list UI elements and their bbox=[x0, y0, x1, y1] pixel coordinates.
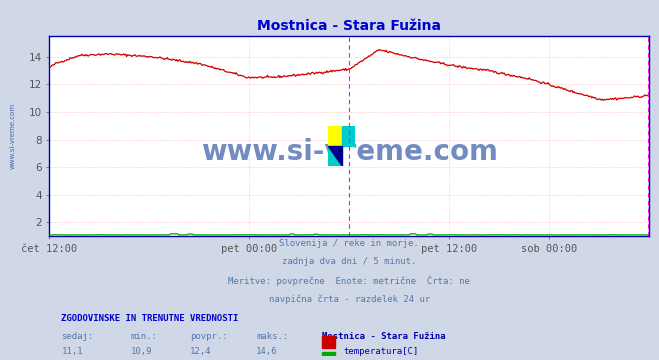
Text: maks.:: maks.: bbox=[256, 332, 289, 341]
Text: www.si-vreme.com: www.si-vreme.com bbox=[9, 103, 15, 169]
Text: 12,4: 12,4 bbox=[190, 347, 212, 356]
Text: 10,9: 10,9 bbox=[130, 347, 152, 356]
Text: temperatura[C]: temperatura[C] bbox=[343, 347, 418, 356]
Bar bbox=[322, 336, 335, 348]
Text: sedaj:: sedaj: bbox=[61, 332, 94, 341]
Text: povpr.:: povpr.: bbox=[190, 332, 228, 341]
Text: ZGODOVINSKE IN TRENUTNE VREDNOSTI: ZGODOVINSKE IN TRENUTNE VREDNOSTI bbox=[61, 314, 239, 323]
Text: Slovenija / reke in morje.: Slovenija / reke in morje. bbox=[279, 239, 419, 248]
Title: Mostnica - Stara Fužina: Mostnica - Stara Fužina bbox=[257, 19, 442, 33]
Text: Meritve: povprečne  Enote: metrične  Črta: ne: Meritve: povprečne Enote: metrične Črta:… bbox=[228, 276, 471, 287]
Text: Mostnica - Stara Fužina: Mostnica - Stara Fužina bbox=[322, 332, 446, 341]
Text: zadnja dva dni / 5 minut.: zadnja dva dni / 5 minut. bbox=[282, 257, 416, 266]
Text: 14,6: 14,6 bbox=[256, 347, 278, 356]
Text: 11,1: 11,1 bbox=[61, 347, 83, 356]
Text: navpična črta - razdelek 24 ur: navpična črta - razdelek 24 ur bbox=[269, 294, 430, 304]
Text: www.si-vreme.com: www.si-vreme.com bbox=[201, 138, 498, 166]
Text: min.:: min.: bbox=[130, 332, 158, 341]
Bar bbox=[322, 352, 335, 360]
